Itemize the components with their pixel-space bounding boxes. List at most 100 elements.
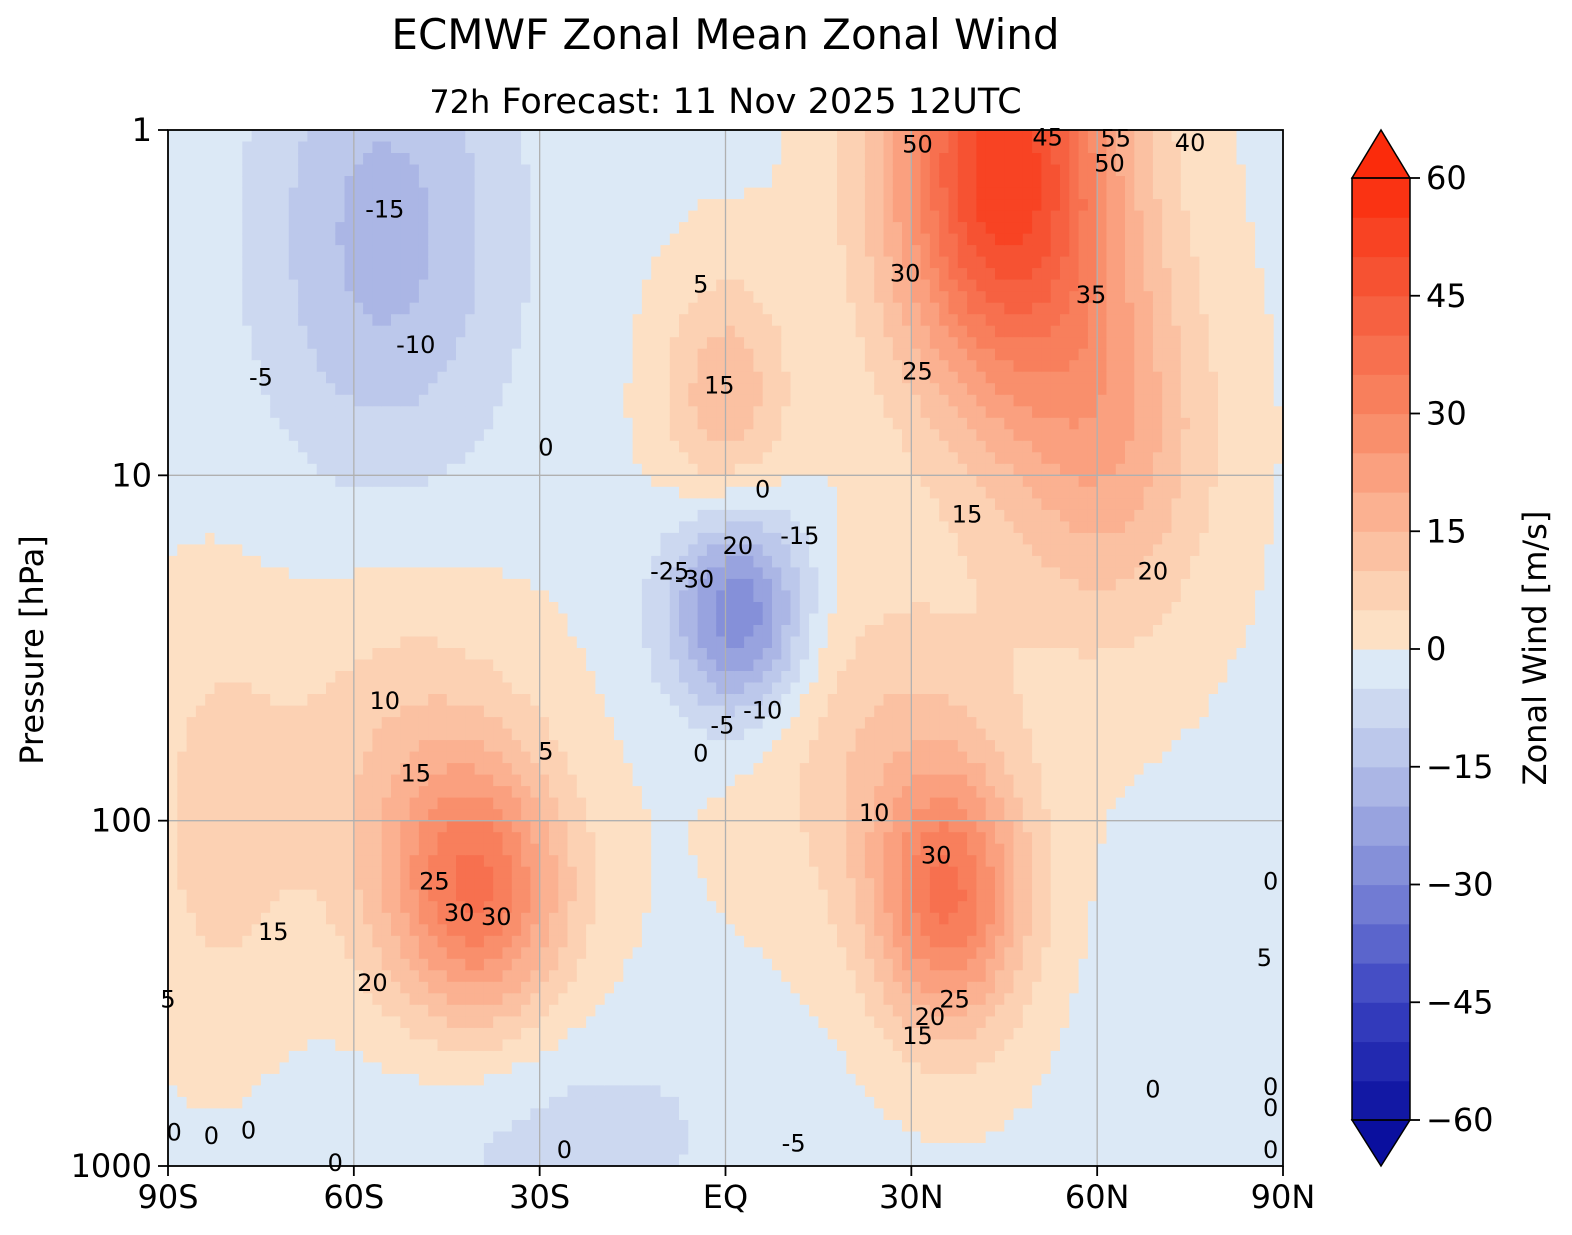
wind-cell xyxy=(177,222,188,235)
wind-cell xyxy=(353,820,364,833)
wind-cell xyxy=(177,924,188,937)
wind-cell xyxy=(558,981,569,994)
wind-cell xyxy=(418,636,429,649)
wind-cell xyxy=(530,348,541,361)
wind-cell xyxy=(205,809,216,822)
wind-cell xyxy=(288,1062,299,1075)
wind-cell xyxy=(511,717,522,730)
wind-cell xyxy=(521,947,531,960)
wind-cell xyxy=(381,578,392,591)
wind-cell xyxy=(409,786,420,799)
wind-cell xyxy=(177,153,188,166)
wind-cell xyxy=(632,659,643,672)
wind-cell xyxy=(521,486,531,499)
wind-cell xyxy=(632,809,643,822)
wind-cell xyxy=(567,682,578,695)
wind-cell xyxy=(632,130,643,143)
wind-cell xyxy=(511,199,522,212)
wind-cell xyxy=(279,947,290,960)
wind-cell xyxy=(595,705,606,718)
wind-cell xyxy=(214,463,225,476)
wind-cell xyxy=(353,1050,364,1063)
wind-cell xyxy=(456,602,466,615)
wind-cell xyxy=(530,475,541,488)
wind-cell xyxy=(558,924,569,937)
wind-cell xyxy=(511,694,522,707)
wind-cell xyxy=(186,302,197,315)
wind-cell xyxy=(502,452,513,465)
wind-cell xyxy=(576,993,587,1006)
wind-cell xyxy=(298,866,308,879)
wind-cell xyxy=(214,659,225,672)
wind-cell xyxy=(660,866,671,879)
wind-cell xyxy=(428,475,439,488)
wind-cell xyxy=(168,717,178,730)
wind-cell xyxy=(651,774,662,787)
wind-cell xyxy=(409,1085,420,1098)
wind-cell xyxy=(298,360,308,373)
wind-cell xyxy=(270,1027,281,1040)
wind-cell xyxy=(456,532,466,545)
wind-cell xyxy=(186,947,197,960)
wind-cell xyxy=(576,1027,587,1040)
wind-cell xyxy=(335,1073,346,1086)
wind-cell xyxy=(567,924,578,937)
wind-cell xyxy=(195,1108,206,1121)
wind-cell xyxy=(418,1154,429,1166)
wind-cell xyxy=(623,291,634,304)
wind-cell xyxy=(205,130,216,143)
wind-cell xyxy=(669,199,680,212)
wind-cell xyxy=(177,486,188,499)
wind-cell xyxy=(326,625,336,638)
wind-cell xyxy=(660,659,671,672)
wind-cell xyxy=(288,682,299,695)
wind-cell xyxy=(418,176,429,189)
wind-cell xyxy=(456,613,466,626)
wind-cell xyxy=(669,176,680,189)
wind-cell xyxy=(353,153,364,166)
wind-cell xyxy=(223,486,234,499)
wind-cell xyxy=(623,360,634,373)
wind-cell xyxy=(539,866,550,879)
wind-cell xyxy=(288,648,299,661)
wind-cell xyxy=(353,360,364,373)
wind-cell xyxy=(344,302,355,315)
wind-cell xyxy=(335,590,346,603)
wind-cell xyxy=(233,820,243,833)
wind-cell xyxy=(521,694,531,707)
wind-cell xyxy=(437,613,448,626)
wind-cell xyxy=(456,1131,466,1144)
wind-cell xyxy=(326,889,336,902)
wind-cell xyxy=(363,935,373,948)
wind-cell xyxy=(483,337,494,350)
wind-cell xyxy=(456,406,466,419)
wind-cell xyxy=(465,797,476,810)
wind-cell xyxy=(483,809,494,822)
wind-cell xyxy=(493,855,504,868)
wind-cell xyxy=(614,740,624,753)
wind-cell xyxy=(660,1073,671,1086)
wind-cell xyxy=(316,394,327,407)
wind-cell xyxy=(409,245,420,258)
wind-cell xyxy=(177,728,188,741)
wind-cell xyxy=(595,602,606,615)
wind-cell xyxy=(418,958,429,971)
wind-cell xyxy=(604,912,615,925)
wind-cell xyxy=(549,843,559,856)
wind-cell xyxy=(400,763,411,776)
wind-cell xyxy=(483,371,494,384)
wind-cell xyxy=(679,567,689,580)
wind-cell xyxy=(576,394,587,407)
wind-cell xyxy=(186,1062,197,1075)
wind-cell xyxy=(372,555,383,568)
wind-cell xyxy=(456,740,466,753)
wind-cell xyxy=(363,394,373,407)
wind-cell xyxy=(260,1050,271,1063)
wind-cell xyxy=(521,993,531,1006)
wind-cell xyxy=(214,544,225,557)
wind-cell xyxy=(251,325,262,338)
wind-cell xyxy=(576,348,587,361)
wind-cell xyxy=(456,176,466,189)
wind-cell xyxy=(576,141,587,154)
wind-cell xyxy=(614,843,624,856)
